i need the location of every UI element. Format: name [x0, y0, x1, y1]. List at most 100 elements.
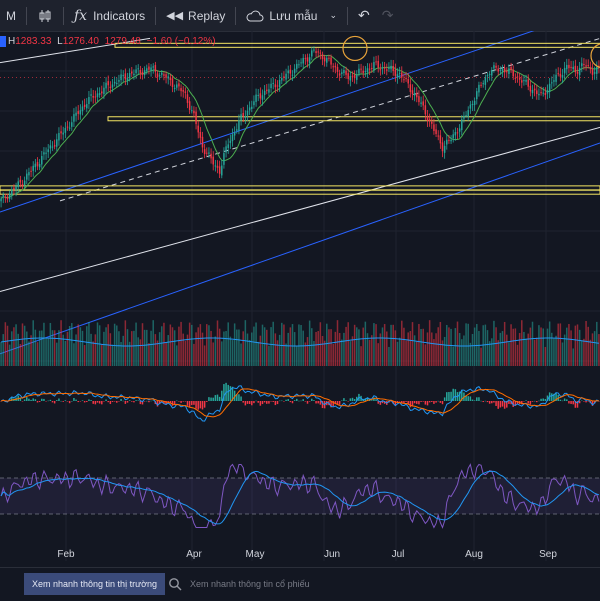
candle-body: [184, 91, 187, 93]
time-axis-label: Feb: [57, 549, 75, 560]
candle-body: [555, 74, 557, 82]
candle-body: [347, 73, 349, 79]
volume-bar: [133, 330, 135, 366]
macd-histogram-bar: [101, 401, 103, 405]
macd-histogram-bar: [81, 400, 84, 401]
replay-button[interactable]: ◀◀ Replay: [160, 0, 231, 31]
candle-body: [259, 93, 262, 99]
candles: [0, 46, 600, 208]
volume-bar: [81, 330, 84, 366]
candle-body: [403, 79, 405, 81]
candle-body: [443, 145, 446, 153]
candle-body: [548, 83, 551, 92]
candle-body: [371, 67, 373, 69]
macd-histogram-bar: [23, 399, 26, 401]
candle-body: [8, 193, 11, 199]
upper-trend-line: [0, 37, 151, 64]
redo-button[interactable]: ↷: [376, 0, 400, 31]
stock-search-input[interactable]: [188, 578, 372, 590]
candle-body: [424, 105, 427, 115]
volume-bar: [383, 324, 386, 366]
candle-body: [161, 72, 163, 75]
volume-bar: [19, 343, 22, 366]
candle-body: [274, 84, 277, 88]
macd-histogram-bar: [486, 401, 489, 403]
candle-body: [96, 93, 99, 98]
candle-body: [591, 68, 594, 75]
candle-body: [103, 87, 105, 95]
volume-bar: [191, 324, 193, 366]
candle-body: [182, 89, 184, 92]
volume-bar: [529, 327, 532, 366]
candle-body: [231, 134, 234, 142]
candle-body: [225, 146, 227, 153]
indicators-button[interactable]: ƒx Indicators: [68, 0, 151, 31]
macd-histogram-bar: [83, 401, 86, 403]
volume-bar: [351, 336, 354, 366]
volume-bar: [589, 339, 592, 366]
candle-body: [253, 101, 255, 106]
candle-body: [257, 94, 259, 96]
interval-selector[interactable]: M: [0, 0, 22, 31]
volume-bar: [364, 321, 367, 366]
price-chart[interactable]: Feb Apr May Jun Jul Aug Sep: [0, 31, 600, 567]
long-trend-line: [0, 126, 600, 293]
macd-histogram-bar: [199, 401, 202, 409]
candle-body: [559, 73, 562, 77]
search-icon: [169, 578, 182, 591]
macd-histogram-bar: [176, 400, 178, 402]
macd-histogram-bar: [122, 400, 124, 402]
volume-bar: [454, 328, 457, 366]
save-layout-dropdown[interactable]: ⌄: [323, 0, 343, 31]
volume-bar: [555, 335, 557, 366]
volume-bar: [420, 328, 422, 366]
macd-histogram-bar: [289, 401, 292, 403]
volume-bar: [304, 342, 307, 366]
volume-bar: [518, 333, 521, 366]
candle-body: [291, 74, 294, 76]
candle-body: [420, 102, 422, 104]
candle-body: [377, 60, 379, 68]
candle-body: [238, 120, 240, 131]
candle-body: [191, 110, 193, 112]
macd-histogram-bar: [531, 401, 534, 402]
candle-body: [497, 68, 499, 72]
macd-histogram-bar: [493, 401, 495, 403]
candle-body: [212, 156, 214, 165]
volume-bar: [242, 331, 244, 366]
volume-bar: [11, 331, 13, 366]
candle-body: [362, 70, 364, 73]
candle-body: [221, 165, 223, 176]
volume-bar: [268, 345, 270, 366]
stock-search[interactable]: [168, 573, 378, 595]
volume-bar: [559, 323, 562, 366]
candle-body: [401, 72, 403, 78]
candle-body: [124, 73, 127, 80]
volume-bar: [156, 340, 159, 366]
bar-style-button[interactable]: [31, 0, 59, 31]
save-layout-button[interactable]: Lưu mẫu: [240, 0, 323, 31]
volume-bar: [43, 322, 45, 366]
market-overview-button[interactable]: Xem nhanh thông tin thị trường: [24, 573, 166, 595]
candle-body: [576, 71, 579, 74]
macd-histogram-bar: [152, 400, 154, 402]
candle-body: [373, 62, 375, 70]
macd-histogram-bar: [281, 400, 283, 402]
undo-button[interactable]: ↶: [352, 0, 376, 31]
volume-bar: [540, 327, 542, 366]
candle-body: [473, 100, 476, 106]
candle-body: [521, 80, 523, 83]
volume-bar: [201, 332, 204, 366]
toolbar-divider: [63, 6, 64, 25]
volume-bar: [313, 340, 315, 366]
candle-body: [188, 101, 191, 110]
candle-body: [441, 142, 444, 152]
macd-histogram-bar: [21, 401, 24, 402]
time-axis-label: Jun: [324, 549, 340, 560]
candle-body: [542, 92, 544, 94]
macd-histogram-bar: [188, 401, 191, 408]
volume-bar: [272, 321, 274, 366]
volume-bar: [570, 330, 572, 366]
rsi-panel: [0, 463, 600, 529]
candle-body: [458, 128, 461, 132]
